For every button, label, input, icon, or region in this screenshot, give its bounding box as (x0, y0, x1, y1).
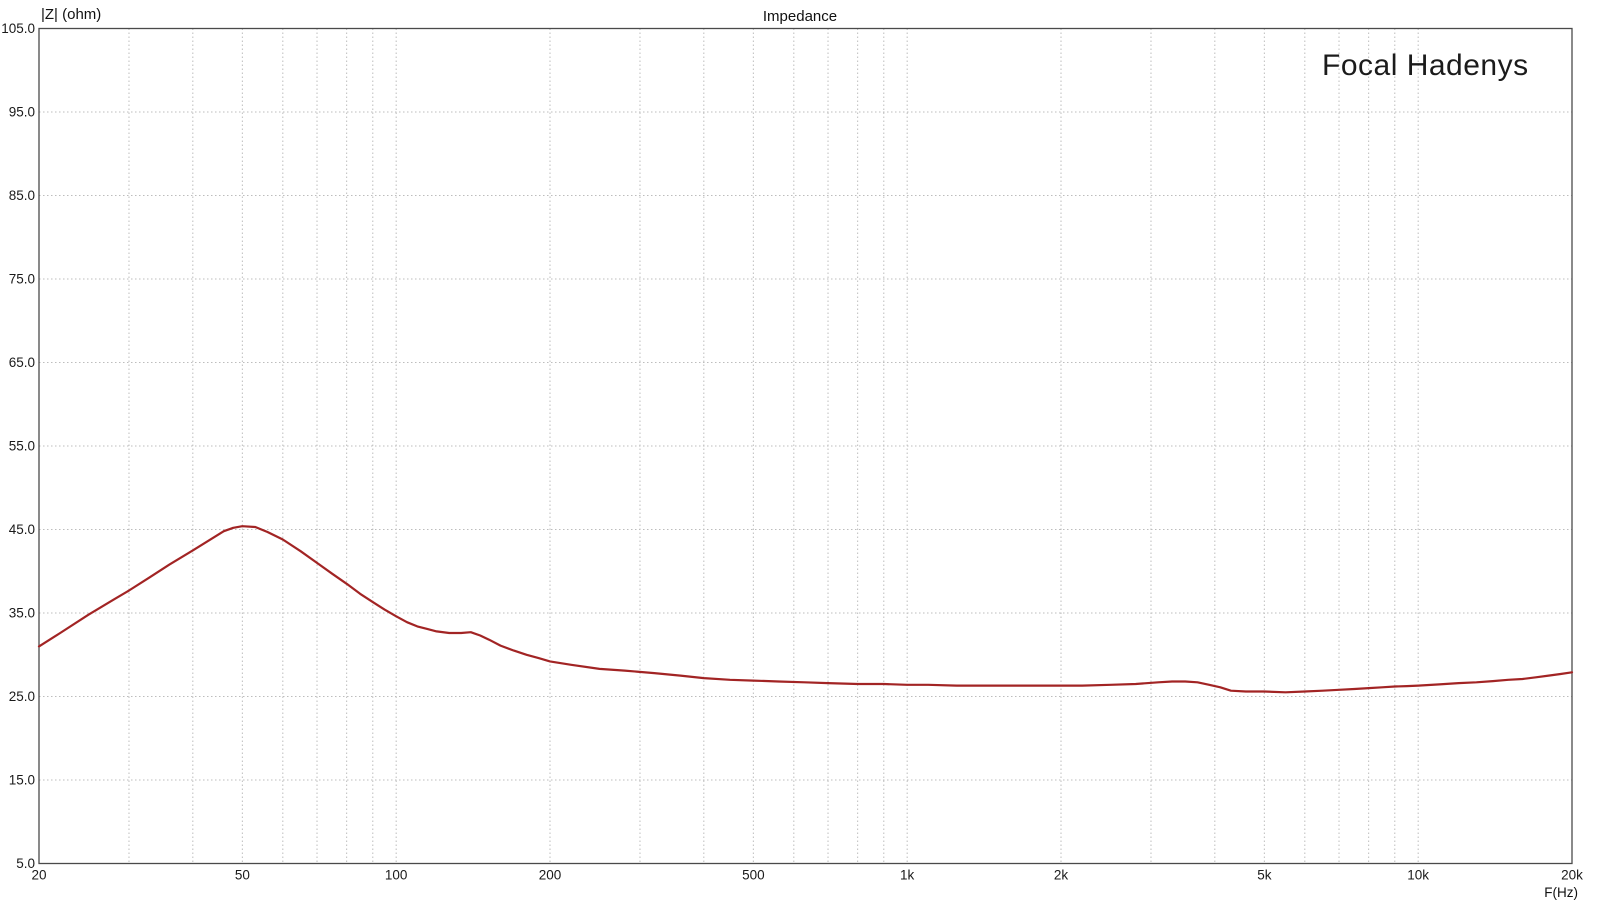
x-tick-label: 2k (1054, 868, 1069, 883)
y-tick-label: 85.0 (9, 188, 35, 203)
x-tick-label: 200 (539, 868, 562, 883)
y-tick-label: 5.0 (16, 856, 35, 871)
x-tick-label: 10k (1407, 868, 1429, 883)
y-tick-label: 15.0 (9, 773, 35, 788)
model-name-annotation: Focal Hadenys (1322, 49, 1529, 82)
chart-title: Impedance (762, 8, 838, 25)
y-tick-label: 65.0 (9, 355, 35, 370)
x-tick-label: 50 (235, 868, 250, 883)
y-tick-label: 35.0 (9, 606, 35, 621)
x-axis-title: F(Hz) (1544, 885, 1578, 900)
x-tick-label: 100 (385, 868, 408, 883)
x-tick-label: 20k (1561, 868, 1583, 883)
y-tick-label: 95.0 (9, 105, 35, 120)
impedance-curve (37, 525, 1574, 694)
x-tick-label: 1k (900, 868, 915, 883)
x-tick-label: 500 (742, 868, 765, 883)
x-tick-label: 5k (1257, 868, 1272, 883)
y-tick-label: 25.0 (9, 689, 35, 704)
x-tick-label: 20 (31, 868, 46, 883)
plot-border (38, 27, 1573, 865)
y-tick-label: 45.0 (9, 522, 35, 537)
y-tick-label: 75.0 (9, 272, 35, 287)
y-tick-label: 55.0 (9, 439, 35, 454)
y-axis-title: |Z| (ohm) (41, 6, 102, 23)
y-tick-label: 105.0 (1, 21, 35, 36)
